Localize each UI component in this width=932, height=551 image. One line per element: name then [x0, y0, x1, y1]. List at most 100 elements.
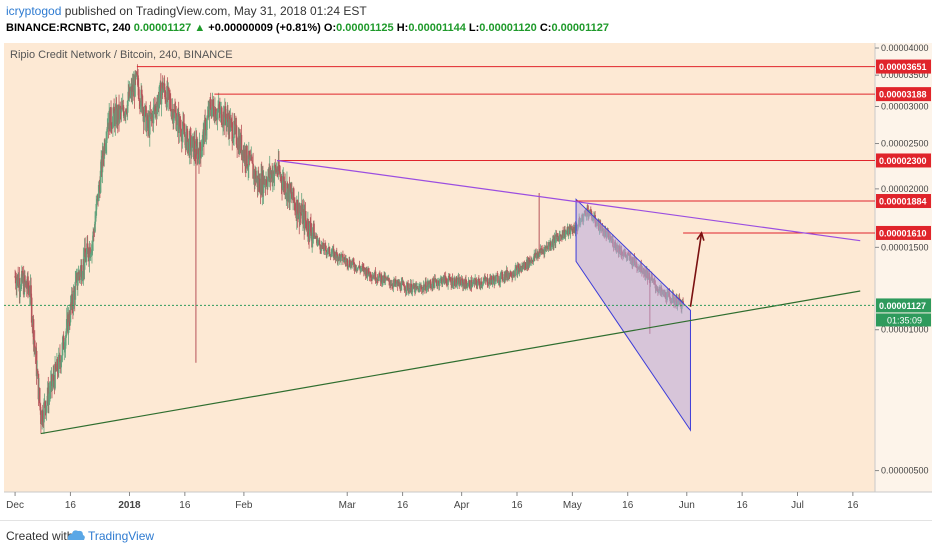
candle-body — [65, 318, 68, 332]
candle-body — [54, 363, 56, 389]
candle-body — [330, 253, 333, 257]
level-price-label: 0.00001610 — [879, 228, 927, 238]
tradingview-logo-icon[interactable] — [66, 528, 86, 547]
publish-header: icryptogod published on TradingView.com,… — [0, 0, 932, 40]
close-label: C: — [539, 22, 552, 34]
candle-body — [43, 402, 45, 423]
x-tick-label: May — [563, 500, 582, 511]
candle-body — [310, 222, 312, 233]
candle-body — [465, 283, 468, 288]
candle-body — [263, 176, 265, 185]
candle-body — [225, 119, 228, 126]
candle-body — [180, 128, 182, 138]
candle-body — [179, 116, 181, 127]
candle-body — [59, 354, 61, 362]
candle-body — [81, 274, 84, 279]
candle-body — [155, 105, 157, 111]
candle-body — [38, 388, 41, 404]
candle-body — [200, 150, 203, 157]
candle-body — [90, 253, 93, 255]
candle-body — [531, 259, 534, 262]
candle-body — [172, 118, 175, 124]
drawings — [4, 66, 875, 435]
candle-body — [385, 277, 387, 278]
candle-body — [163, 83, 166, 91]
candle-body — [546, 246, 548, 249]
candle-body — [291, 191, 293, 198]
candle-body — [16, 280, 18, 289]
price-chart[interactable]: Ripio Credit Network / Bitcoin, 240, BIN… — [0, 40, 932, 520]
candle-body — [366, 274, 369, 278]
candle-body — [547, 245, 550, 250]
candle-body — [224, 106, 227, 118]
candle-body — [124, 109, 127, 115]
candle-body — [335, 252, 337, 259]
candle-body — [567, 228, 570, 235]
candle-body — [430, 283, 432, 287]
candle-body — [326, 252, 329, 253]
candle-body — [76, 272, 78, 286]
candle-body — [356, 267, 359, 271]
candle-body — [471, 281, 474, 286]
candle-body — [136, 73, 139, 76]
candle-body — [60, 360, 63, 368]
candle-body — [512, 274, 515, 276]
candle-body — [506, 270, 508, 278]
candle-body — [19, 288, 22, 291]
candle-body — [278, 160, 280, 171]
candle-body — [19, 290, 21, 292]
candle-body — [311, 233, 314, 236]
author-link[interactable]: icryptogod — [6, 4, 62, 18]
candle-body — [195, 139, 198, 144]
y-tick-label: 0.00003000 — [881, 101, 929, 111]
candle-body — [558, 235, 561, 242]
candle-body — [331, 252, 333, 254]
candle-body — [87, 248, 90, 258]
candle-body — [199, 142, 202, 151]
candle-body — [423, 286, 426, 290]
candle-body — [289, 184, 291, 203]
candle-body — [39, 403, 42, 411]
candle-body — [64, 348, 66, 350]
open-label: O: — [323, 22, 337, 34]
candle-body — [422, 287, 424, 292]
candle-body — [328, 246, 331, 255]
candle-body — [112, 116, 114, 129]
x-tick-label: Dec — [6, 500, 24, 511]
candle-body — [491, 279, 494, 283]
candle-body — [411, 287, 414, 293]
candle-body — [205, 129, 208, 136]
candle-body — [550, 242, 552, 248]
candle-body — [140, 89, 142, 107]
candle-body — [478, 281, 481, 286]
candle-body — [492, 276, 495, 280]
candle-body — [113, 106, 115, 114]
chart-area[interactable]: Ripio Credit Network / Bitcoin, 240, BIN… — [0, 40, 932, 520]
candle-body — [139, 100, 141, 107]
x-tick-label: 16 — [511, 500, 523, 511]
level-price-tag — [876, 59, 931, 74]
candle-body — [95, 203, 98, 216]
candle-body — [348, 260, 351, 266]
candle-body — [152, 107, 155, 124]
candle-body — [231, 122, 234, 142]
candle-body — [141, 95, 144, 114]
candle-body — [466, 285, 469, 287]
candle-body — [69, 322, 71, 324]
candle-body — [502, 279, 505, 281]
candle-body — [425, 290, 428, 292]
candle-body — [338, 254, 341, 261]
candle-body — [235, 124, 237, 126]
candle-body — [270, 174, 272, 179]
level-price-tag — [876, 153, 931, 168]
candle-body — [23, 275, 26, 295]
candle-body — [384, 277, 387, 282]
tradingview-link[interactable]: TradingView — [88, 529, 155, 543]
candle-body — [467, 282, 470, 286]
candle-body — [562, 230, 564, 238]
candle-body — [222, 124, 224, 126]
x-axis: Dec 16 2018 16 Feb Mar 16 Apr 16 May 16 Jun 16 Jul 16 — [6, 492, 859, 511]
candle-body — [474, 278, 477, 281]
y-tick-label: 0.00001000 — [881, 325, 929, 335]
candle-body — [324, 244, 326, 246]
